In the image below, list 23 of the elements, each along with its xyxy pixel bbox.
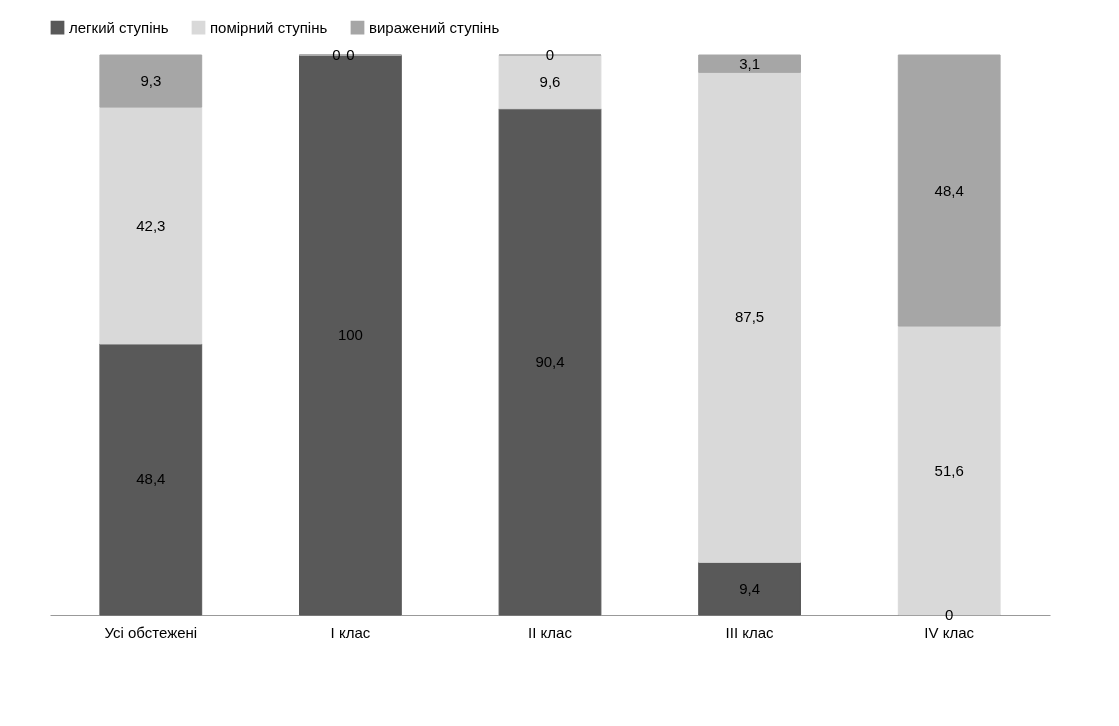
data-label: 0	[945, 606, 954, 623]
data-label: 0	[346, 46, 355, 63]
data-label: 87,5	[735, 308, 765, 326]
data-label: 0	[332, 46, 341, 63]
x-tick-label: III клас	[725, 623, 775, 641]
x-tick-label: II клас	[528, 623, 573, 641]
x-tick-label: I клас	[330, 623, 371, 641]
x-tick-label: IV клас	[924, 623, 975, 641]
data-label: 100	[337, 326, 363, 343]
data-label: 9,4	[739, 579, 761, 597]
x-tick-label: Усі обстежені	[104, 623, 198, 641]
data-label: 48,4	[934, 181, 964, 199]
legend-label: виражений ступінь	[369, 18, 500, 36]
data-label: 3,1	[739, 54, 761, 72]
data-label: 42,3	[136, 216, 166, 234]
legend-label: помірний ступінь	[210, 18, 328, 36]
data-label: 9,3	[140, 72, 162, 90]
data-label: 48,4	[136, 470, 166, 488]
data-label: 51,6	[934, 461, 964, 479]
legend-label: легкий ступінь	[69, 18, 169, 36]
data-label: 0	[545, 46, 555, 63]
data-label: 9,6	[539, 72, 561, 90]
data-label: 90,4	[535, 352, 565, 370]
